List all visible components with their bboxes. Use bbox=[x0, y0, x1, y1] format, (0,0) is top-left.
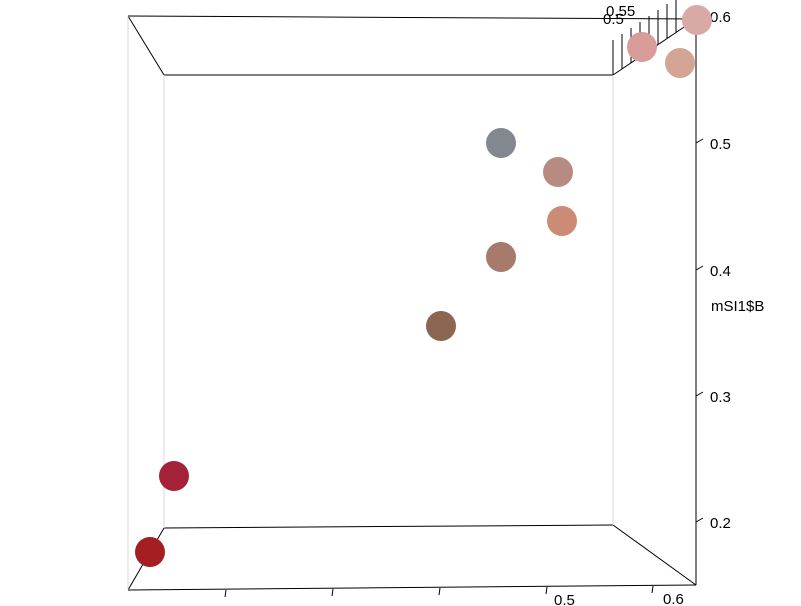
data-point bbox=[547, 206, 577, 236]
x-tick-mark bbox=[651, 585, 654, 594]
data-point bbox=[426, 311, 456, 341]
z-axis-ticks bbox=[695, 11, 704, 523]
data-points bbox=[135, 5, 712, 567]
z-tick-label: 0.4 bbox=[710, 263, 731, 280]
box-edge-bottom-right bbox=[612, 524, 697, 586]
data-point bbox=[682, 5, 712, 35]
y-tick-label: 0.5 bbox=[603, 11, 624, 28]
plot-box-inner bbox=[127, 16, 614, 590]
x-tick-mark bbox=[224, 589, 227, 598]
data-point bbox=[627, 32, 657, 62]
z-axis-title: mSI1$B bbox=[711, 298, 764, 315]
data-point bbox=[486, 128, 516, 158]
data-point bbox=[543, 157, 573, 187]
plot-box bbox=[127, 15, 697, 591]
z-tick-label: 0.5 bbox=[710, 136, 731, 153]
data-point bbox=[135, 537, 165, 567]
z-tick-mark bbox=[695, 138, 704, 144]
box-edge-top-left bbox=[127, 15, 165, 76]
z-tick-mark bbox=[695, 517, 704, 523]
z-tick-label: 0.3 bbox=[710, 389, 731, 406]
z-tick-mark bbox=[695, 391, 704, 397]
y-tick-label: 0.55 bbox=[606, 3, 635, 20]
z-tick-label: 0.6 bbox=[710, 9, 731, 26]
x-tick-label: 0.5 bbox=[554, 592, 575, 606]
z-tick-mark bbox=[695, 265, 704, 271]
x-tick-mark bbox=[331, 588, 334, 597]
box-edge-top-back bbox=[127, 15, 697, 20]
data-point bbox=[159, 461, 189, 491]
data-point bbox=[486, 242, 516, 272]
x-tick-mark bbox=[545, 586, 548, 595]
x-tick-mark bbox=[438, 587, 441, 596]
box-edge-bottom-back bbox=[127, 584, 697, 591]
x-tick-label: 0.6 bbox=[663, 591, 684, 606]
x-axis-ticks bbox=[224, 585, 654, 598]
box-edge-bottom-front bbox=[163, 524, 614, 529]
z-tick-label: 0.2 bbox=[710, 515, 731, 532]
data-point bbox=[665, 48, 695, 78]
